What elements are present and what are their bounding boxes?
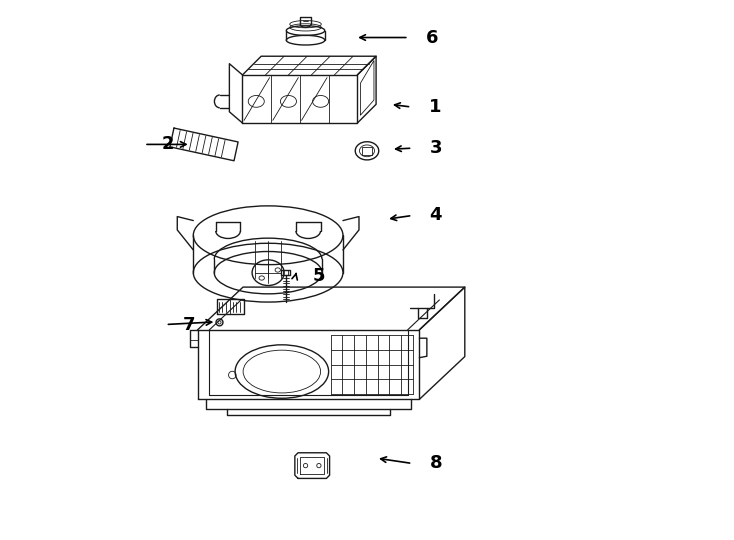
Text: 8: 8 [429,455,442,472]
Text: 7: 7 [183,315,195,334]
Text: 3: 3 [429,139,442,157]
Text: 5: 5 [313,267,325,286]
Text: 1: 1 [429,98,441,116]
Text: 6: 6 [426,29,438,46]
Text: 4: 4 [429,206,442,225]
Text: 2: 2 [161,136,174,153]
